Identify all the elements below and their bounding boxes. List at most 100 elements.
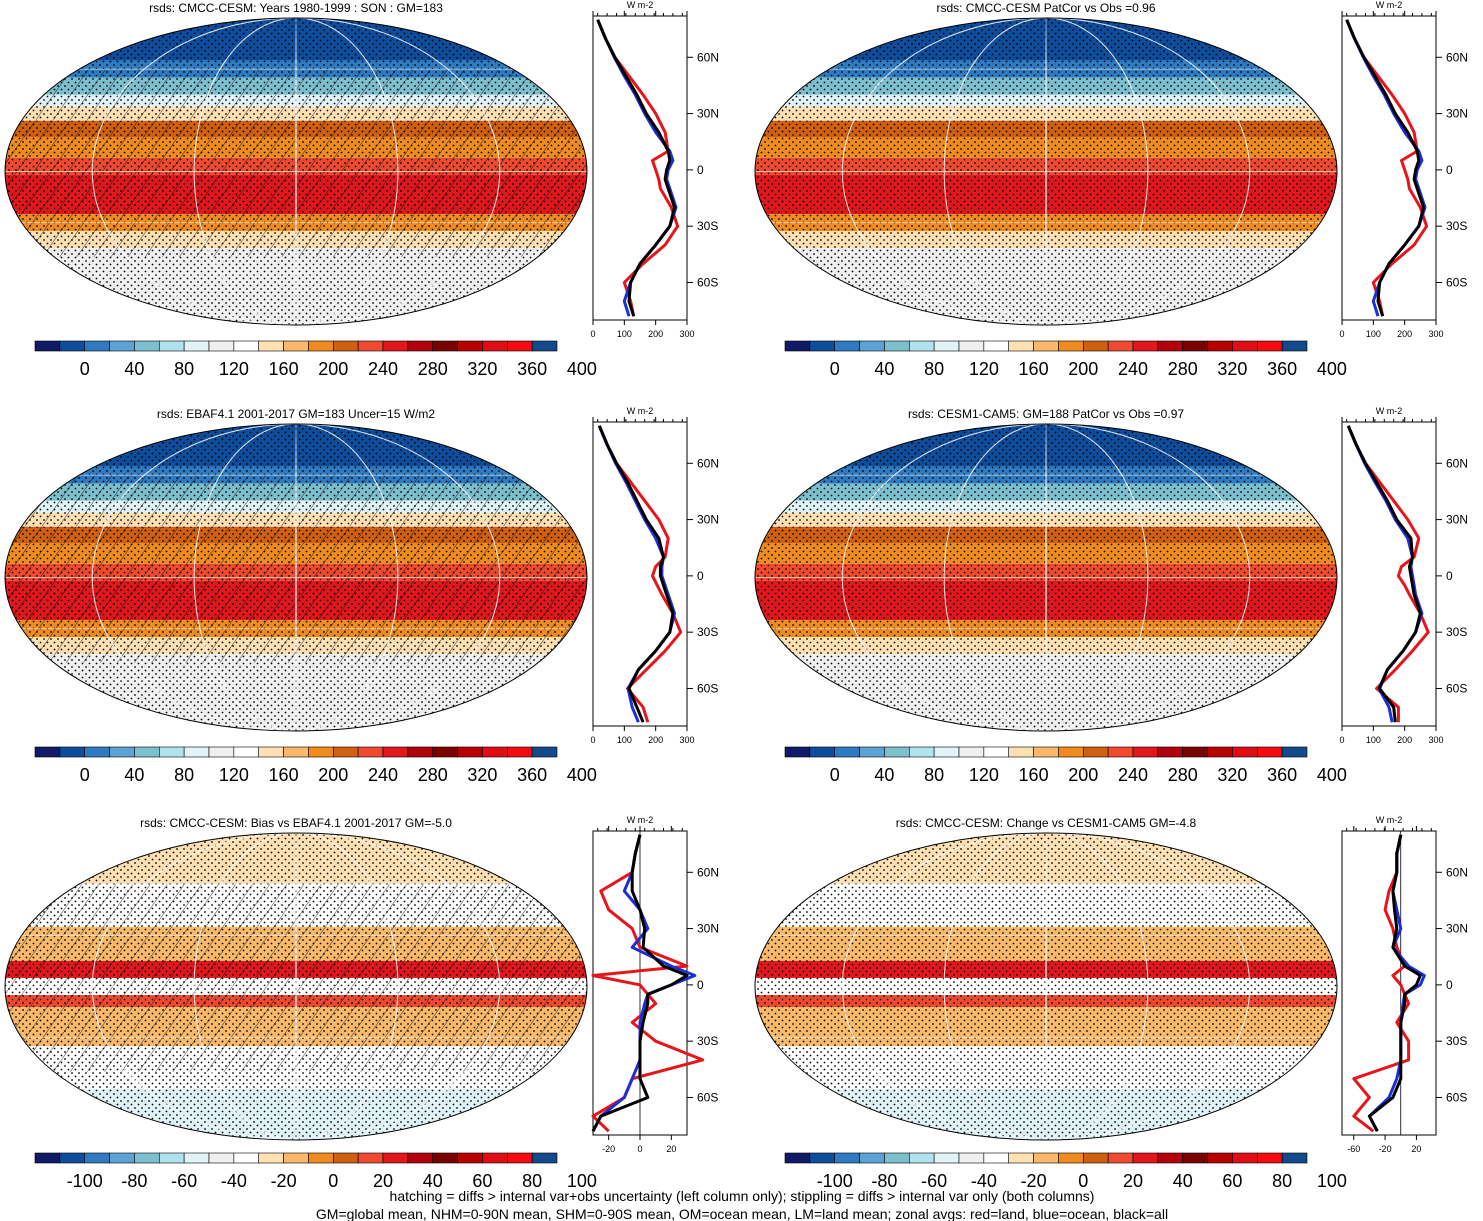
- map: [754, 423, 1338, 732]
- colorbar: 0 40 80 120 160 200 240 280 320 360 400: [34, 340, 597, 379]
- zonal-xtick-label: 200: [1397, 329, 1412, 339]
- colorbar-swatch: [884, 1152, 910, 1164]
- footer-line2: GM=global mean, NHM=0-90N mean, SHM=0-90…: [316, 1206, 1168, 1221]
- colorbar-swatch: [1256, 1152, 1283, 1164]
- zonal-land-line: [1352, 834, 1411, 1133]
- colorbar-label: 120: [219, 359, 249, 379]
- colorbar-label: 200: [318, 359, 348, 379]
- graticule-lon: [841, 424, 1251, 731]
- colorbar-swatch: [506, 746, 533, 758]
- colorbar-swatch: [332, 746, 359, 758]
- zonal-lat-label: 30N: [697, 107, 719, 121]
- colorbar-label: 60: [472, 1171, 492, 1191]
- map: [754, 17, 1338, 326]
- colorbar-swatch: [1008, 340, 1034, 352]
- colorbar-swatch: [1256, 340, 1283, 352]
- zonal-lat-label: 60S: [697, 275, 718, 289]
- map: [4, 423, 588, 732]
- colorbar-label: -80: [871, 1171, 897, 1191]
- colorbar-swatch: [382, 1152, 409, 1164]
- map-outline: [754, 832, 1338, 1141]
- colorbar-swatch: [1182, 746, 1208, 758]
- map-outline: [754, 423, 1338, 732]
- colorbar-label: 0: [328, 1171, 338, 1191]
- zonal-unit: W m-2: [627, 406, 654, 416]
- colorbar-swatch: [859, 746, 885, 758]
- zonal-xtick-label: 0: [637, 1144, 642, 1154]
- colorbar-label: 360: [1267, 359, 1297, 379]
- colorbar-swatch: [482, 340, 508, 352]
- colorbar-label: 80: [522, 1171, 542, 1191]
- colorbar-swatch: [134, 340, 160, 352]
- colorbar-swatch: [1232, 340, 1258, 352]
- zonal-lat-label: 30S: [1446, 625, 1467, 639]
- colorbar-swatch: [59, 1152, 86, 1164]
- zonal-lat-label: 60S: [1446, 681, 1467, 695]
- colorbar-swatch: [407, 340, 434, 352]
- colorbar-swatch: [357, 746, 384, 758]
- colorbar-swatch: [1281, 340, 1308, 352]
- graticule-lon: [91, 833, 501, 1140]
- colorbar-swatch: [1207, 340, 1233, 352]
- colorbar-swatch: [884, 340, 910, 352]
- zonal-land-line: [596, 19, 680, 317]
- panel-title: rsds: EBAF4.1 2001-2017 GM=183 Uncer=15 …: [157, 407, 435, 421]
- zonal-xtick-label: 300: [1428, 735, 1443, 745]
- zonal-lat-label: 60N: [697, 456, 719, 470]
- colorbar-label: 400: [1317, 765, 1347, 785]
- zonal-plot: 0 100 200 300 W m-2 60N 30N 0 30S 60S: [590, 406, 719, 745]
- colorbar-swatch: [983, 746, 1010, 758]
- zonal-unit: W m-2: [1376, 815, 1403, 825]
- colorbar-label: 320: [1217, 765, 1247, 785]
- zonal-xtick-label: 200: [648, 329, 663, 339]
- zonal-land-line: [1346, 425, 1430, 723]
- colorbar-label: 360: [517, 765, 547, 785]
- colorbar-swatch: [1256, 746, 1283, 758]
- colorbar-swatch: [983, 340, 1010, 352]
- colorbar-swatch: [308, 340, 334, 352]
- colorbar-label: 200: [1068, 765, 1098, 785]
- colorbar-swatch: [933, 340, 960, 352]
- zonal-lat-label: 60S: [697, 681, 718, 695]
- zonal-all-line: [596, 19, 676, 317]
- colorbar-swatch: [506, 340, 533, 352]
- zonal-xtick-label: 20: [666, 1144, 676, 1154]
- zonal-xtick-label: 0: [1339, 735, 1344, 745]
- colorbar-swatch: [1182, 340, 1208, 352]
- colorbar-label: -80: [121, 1171, 147, 1191]
- colorbar-swatch: [1033, 340, 1059, 352]
- colorbar-swatch: [233, 746, 260, 758]
- graticule-lon: [841, 18, 1251, 325]
- panel-title: rsds: CMCC-CESM: Change vs CESM1-CAM5 GM…: [896, 816, 1197, 830]
- colorbar-swatch: [884, 746, 910, 758]
- panel-title: rsds: CMCC-CESM PatCor vs Obs =0.96: [936, 1, 1155, 15]
- zonal-all-line: [1367, 834, 1422, 1132]
- panel-title: rsds: CMCC-CESM: Bias vs EBAF4.1 2001-20…: [140, 816, 452, 830]
- colorbar-swatch: [283, 1152, 309, 1164]
- colorbar-swatch: [1157, 746, 1184, 758]
- colorbar-swatch: [1058, 340, 1084, 352]
- colorbar-swatch: [859, 340, 885, 352]
- graticule-lon: [943, 18, 1149, 325]
- colorbar-label: 60: [1222, 1171, 1242, 1191]
- colorbar-swatch: [1058, 1152, 1084, 1164]
- zonal-xtick-label: 100: [1366, 329, 1381, 339]
- map: [4, 17, 588, 326]
- colorbar-swatch: [432, 1152, 458, 1164]
- zonal-lat-label: 0: [1446, 978, 1453, 992]
- colorbar-swatch: [482, 1152, 508, 1164]
- colorbar-swatch: [1082, 746, 1109, 758]
- colorbar-label: 240: [1118, 765, 1148, 785]
- colorbar-swatch: [407, 1152, 434, 1164]
- colorbar-swatch: [1157, 1152, 1184, 1164]
- colorbar-label: 240: [368, 765, 398, 785]
- colorbar-label: 160: [269, 359, 299, 379]
- colorbar-label: 100: [567, 1171, 597, 1191]
- colorbar-swatch: [258, 1152, 284, 1164]
- graticule-lon: [943, 833, 1149, 1140]
- colorbar-swatch: [457, 340, 483, 352]
- colorbar-swatch: [34, 340, 61, 352]
- colorbar-label: 40: [124, 359, 144, 379]
- colorbar-swatch: [59, 340, 86, 352]
- colorbar-swatch: [908, 1152, 935, 1164]
